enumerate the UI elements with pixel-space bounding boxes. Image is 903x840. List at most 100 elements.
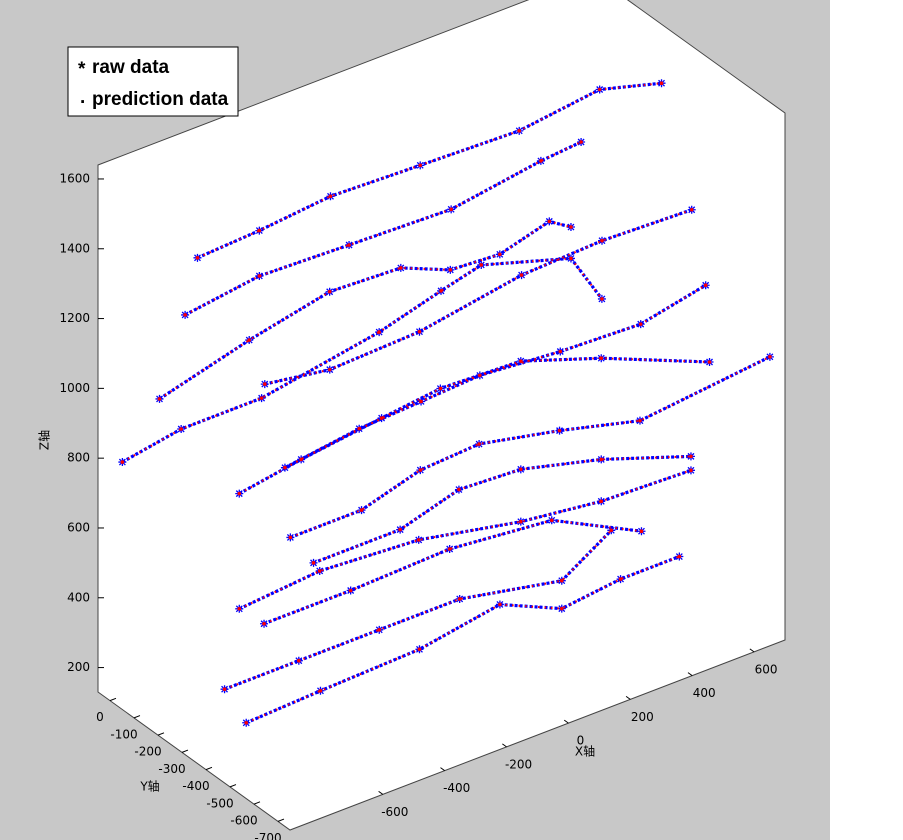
prediction-marker <box>417 329 422 334</box>
x-tick <box>502 743 507 748</box>
prediction-marker <box>120 460 125 464</box>
legend-box <box>67 46 239 117</box>
prediction-marker <box>399 266 403 270</box>
prediction-marker <box>416 538 421 542</box>
x-tick-label: -400 <box>443 781 470 795</box>
prediction-marker <box>569 225 573 229</box>
prediction-marker <box>418 468 423 472</box>
z-tick-label: 800 <box>67 451 90 465</box>
prediction-marker <box>222 687 227 692</box>
prediction-marker <box>599 499 604 504</box>
prediction-marker <box>417 647 422 652</box>
y-tick <box>181 749 189 753</box>
x-tick <box>625 695 631 700</box>
y-tick <box>229 784 237 788</box>
prediction-marker <box>457 597 462 601</box>
z-tick-label: 600 <box>67 520 90 534</box>
prediction-marker <box>519 519 523 524</box>
prediction-marker <box>237 607 242 611</box>
y-tick <box>133 715 141 719</box>
prediction-marker <box>557 428 562 433</box>
prediction-marker <box>359 508 364 512</box>
x-tick <box>749 648 755 653</box>
prediction-marker <box>600 297 604 301</box>
prediction-marker <box>195 256 200 260</box>
prediction-marker <box>257 228 262 233</box>
prediction-marker <box>262 382 267 386</box>
y-tick-label: 0 <box>96 710 104 724</box>
prediction-marker <box>311 561 316 565</box>
prediction-marker <box>244 720 249 725</box>
prediction-marker <box>677 554 682 559</box>
prediction-marker <box>259 396 264 400</box>
prediction-marker <box>549 518 554 523</box>
z-tick-label: 1400 <box>59 241 90 255</box>
prediction-marker <box>498 252 502 257</box>
legend-label: raw data <box>92 57 170 78</box>
legend-marker: . <box>80 87 85 108</box>
prediction-marker <box>558 349 563 354</box>
x-tick <box>440 767 445 772</box>
x-tick-label: -600 <box>381 805 408 819</box>
y-tick-label: -400 <box>182 779 209 793</box>
prediction-marker <box>547 219 552 224</box>
prediction-marker <box>357 426 361 431</box>
x-tick <box>378 790 384 795</box>
y-tick-label: -700 <box>254 831 281 840</box>
z-tick-label: 200 <box>67 660 90 674</box>
prediction-marker <box>519 467 523 472</box>
prediction-marker <box>457 487 461 492</box>
prediction-marker <box>327 289 332 294</box>
prediction-marker <box>262 621 266 626</box>
prediction-marker <box>519 273 524 277</box>
legend: * raw data . prediction data <box>67 46 239 117</box>
plot-area <box>118 79 774 727</box>
x-tick-label: 200 <box>631 710 654 724</box>
prediction-marker <box>639 529 644 534</box>
prediction-marker <box>517 129 522 133</box>
y-tick-label: -600 <box>230 814 257 828</box>
prediction-marker <box>600 238 604 243</box>
y-axis-label: Y轴 <box>139 779 159 794</box>
z-tick-label: 1000 <box>59 381 90 395</box>
prediction-marker <box>703 283 708 288</box>
y-tick-label: -500 <box>206 796 233 810</box>
prediction-marker <box>448 268 453 272</box>
prediction-marker <box>317 569 322 573</box>
prediction-marker <box>569 256 573 261</box>
prediction-marker <box>478 373 482 378</box>
prediction-marker <box>247 338 252 342</box>
prediction-marker <box>283 465 287 470</box>
prediction-marker <box>418 163 423 168</box>
prediction-marker <box>297 658 301 663</box>
prediction-marker <box>498 602 502 607</box>
prediction-marker <box>299 457 303 462</box>
prediction-marker <box>438 386 443 391</box>
prediction-marker <box>449 207 453 212</box>
legend-label: prediction data <box>92 89 229 110</box>
prediction-marker <box>689 207 694 212</box>
y-tick <box>205 766 213 771</box>
prediction-marker <box>257 274 262 278</box>
prediction-marker <box>559 606 564 611</box>
z-axis-label: Z轴 <box>37 430 52 450</box>
prediction-marker <box>379 416 384 420</box>
x-axis-label: X轴 <box>575 744 595 759</box>
prediction-marker <box>288 535 293 540</box>
z-tick-label: 1200 <box>59 311 90 325</box>
x-tick <box>687 672 693 677</box>
y-tick-label: -300 <box>158 762 185 776</box>
prediction-marker <box>327 367 332 372</box>
prediction-marker <box>377 330 381 334</box>
prediction-marker <box>348 588 353 593</box>
prediction-marker <box>519 359 523 363</box>
prediction-marker <box>179 427 183 431</box>
x-tick-label: 400 <box>693 686 716 700</box>
prediction-marker <box>689 454 693 459</box>
prediction-marker <box>559 578 564 583</box>
y-tick <box>253 801 261 805</box>
x-tick <box>563 719 569 724</box>
prediction-marker <box>398 527 402 532</box>
prediction-marker <box>659 81 664 85</box>
